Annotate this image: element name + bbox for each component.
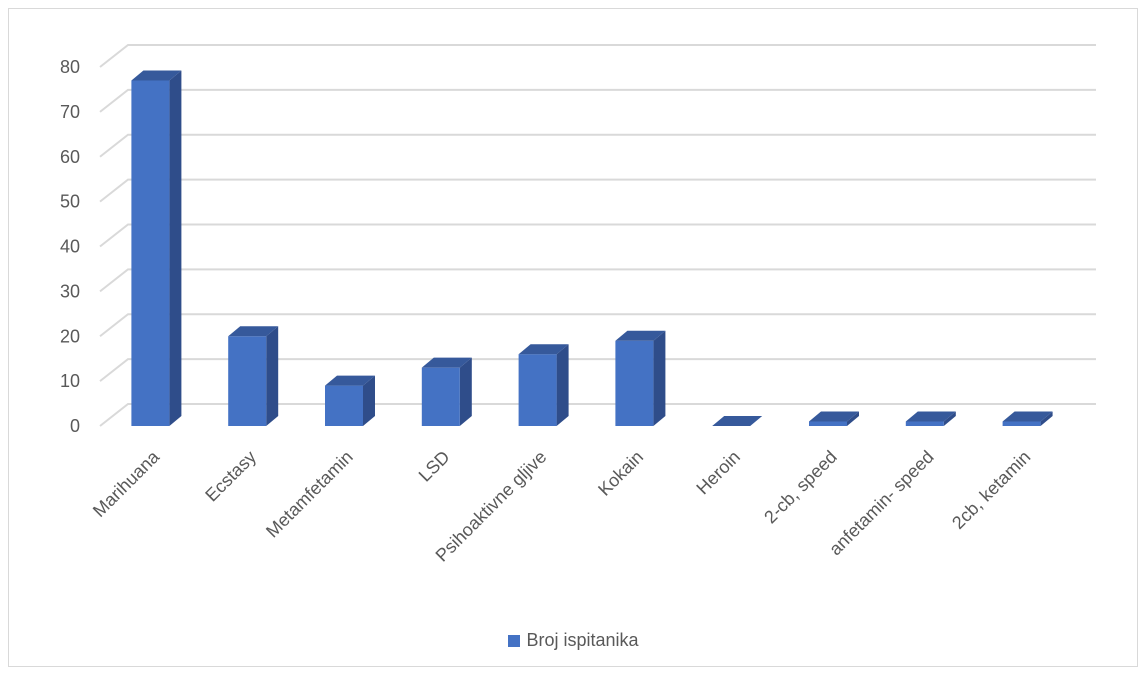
gridline bbox=[99, 358, 1096, 382]
x-category-label: LSD bbox=[415, 447, 454, 486]
bar-side bbox=[653, 330, 666, 426]
bar-side bbox=[169, 70, 182, 427]
bar-front bbox=[809, 421, 847, 426]
y-tick-label: 70 bbox=[60, 102, 80, 122]
bar-top bbox=[905, 411, 956, 422]
gridline bbox=[99, 268, 1096, 293]
y-axis-ticks: 0 10 20 30 40 50 60 70 80 bbox=[60, 57, 80, 436]
gridline bbox=[99, 223, 1096, 248]
bar-front bbox=[228, 336, 267, 426]
bar-front bbox=[518, 354, 557, 426]
bar bbox=[615, 330, 666, 426]
bar-top bbox=[615, 330, 666, 341]
bar bbox=[712, 416, 763, 426]
gridline bbox=[99, 313, 1096, 338]
x-category-label: 2cb, ketamin bbox=[948, 447, 1034, 533]
bar bbox=[325, 375, 375, 426]
x-category-label: Marihuana bbox=[89, 446, 164, 521]
y-tick-label: 20 bbox=[60, 326, 80, 346]
bar bbox=[809, 411, 859, 426]
bar bbox=[905, 411, 956, 426]
x-category-label: Ecstasy bbox=[201, 447, 260, 506]
bars bbox=[131, 70, 1053, 427]
chart-frame bbox=[8, 8, 1138, 667]
gridline bbox=[99, 133, 1096, 158]
bar-side bbox=[556, 344, 569, 426]
y-tick-label: 60 bbox=[60, 147, 80, 167]
gridline bbox=[99, 44, 1096, 68]
x-axis-labels: Marihuana Ecstasy Metamfetamin LSDPsihoakti… bbox=[89, 446, 1034, 566]
bar-front bbox=[421, 367, 460, 426]
gridline bbox=[99, 178, 1096, 203]
bar-side bbox=[1040, 411, 1053, 426]
bar bbox=[131, 70, 182, 427]
bar-top bbox=[1002, 411, 1053, 422]
bar-front bbox=[325, 385, 363, 426]
y-tick-label: 30 bbox=[60, 281, 80, 301]
gridlines bbox=[99, 44, 1096, 427]
x-category-label: 2-cb, speed bbox=[760, 447, 841, 528]
bar-side bbox=[266, 326, 279, 426]
bar-side bbox=[459, 357, 472, 426]
y-tick-label: 50 bbox=[60, 192, 80, 212]
bar bbox=[1002, 411, 1053, 426]
x-category-label: Metamfetamin bbox=[262, 447, 357, 542]
bar-side bbox=[363, 375, 375, 426]
bar-top bbox=[421, 357, 472, 368]
y-tick-label: 80 bbox=[60, 57, 80, 77]
y-tick-label: 40 bbox=[60, 237, 80, 257]
bar-top bbox=[518, 344, 569, 355]
x-category-label: anfetamin- speed bbox=[825, 447, 937, 559]
legend: Broj ispitanika bbox=[0, 630, 1147, 651]
gridline bbox=[99, 403, 1096, 427]
x-category-label: Heroin bbox=[692, 447, 744, 499]
y-tick-label: 10 bbox=[60, 371, 80, 391]
bar bbox=[421, 357, 472, 426]
bar-top bbox=[325, 375, 375, 386]
bar-front bbox=[1002, 421, 1041, 426]
bar-top bbox=[228, 326, 279, 337]
y-tick-label: 0 bbox=[70, 416, 80, 436]
bar-front bbox=[131, 80, 170, 427]
bar bbox=[228, 326, 279, 426]
bar-top bbox=[712, 416, 763, 426]
bar-top bbox=[131, 70, 182, 81]
bar-side bbox=[943, 411, 956, 426]
bar-front bbox=[905, 421, 944, 426]
bar-top bbox=[809, 411, 859, 422]
bar bbox=[518, 344, 569, 426]
legend-label: Broj ispitanika bbox=[526, 630, 639, 650]
bar-front bbox=[615, 340, 654, 426]
gridline bbox=[99, 88, 1096, 113]
bar-side bbox=[847, 411, 859, 426]
x-category-label: Kokain bbox=[594, 447, 647, 500]
legend-swatch bbox=[508, 635, 521, 647]
